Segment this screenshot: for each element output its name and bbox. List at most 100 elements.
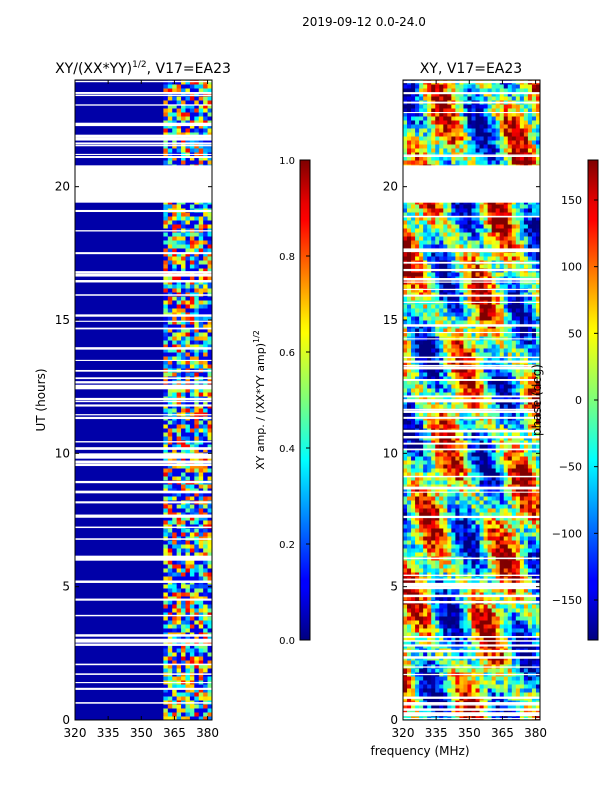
heatmap-cell bbox=[511, 396, 517, 401]
heatmap-cell bbox=[511, 444, 517, 449]
heatmap-cell bbox=[427, 608, 432, 613]
heatmap-cell bbox=[167, 572, 173, 577]
heatmap-cell bbox=[471, 704, 477, 709]
heatmap-cell bbox=[181, 448, 186, 453]
heatmap-cell bbox=[475, 536, 481, 541]
heatmap-cell bbox=[198, 148, 204, 153]
heatmap-cell bbox=[198, 240, 204, 245]
heatmap-cell bbox=[198, 336, 204, 341]
heatmap-cell bbox=[189, 584, 195, 589]
heatmap-cell bbox=[511, 628, 517, 633]
heatmap-cell bbox=[527, 604, 533, 609]
heatmap-cell bbox=[467, 564, 472, 569]
heatmap-cell bbox=[185, 216, 191, 221]
heatmap-cell bbox=[167, 576, 173, 581]
heatmap-cell bbox=[163, 304, 169, 309]
heatmap-cell bbox=[535, 544, 540, 549]
heatmap-cell bbox=[495, 660, 501, 665]
heatmap-cell bbox=[198, 300, 204, 305]
heatmap-cell bbox=[447, 616, 452, 621]
heatmap-cell bbox=[167, 276, 173, 281]
heatmap-cell bbox=[419, 396, 424, 401]
heatmap-cell bbox=[491, 420, 497, 425]
heatmap-cell bbox=[535, 616, 540, 621]
heatmap-cell bbox=[463, 624, 468, 629]
heatmap-cell bbox=[475, 492, 481, 497]
heatmap-cell bbox=[176, 540, 182, 545]
heatmap-cell bbox=[435, 484, 440, 489]
heatmap-cell bbox=[163, 372, 169, 377]
heatmap-cell bbox=[403, 492, 408, 497]
heatmap-cell bbox=[455, 544, 460, 549]
heatmap-cell bbox=[189, 424, 195, 429]
heatmap-cell bbox=[172, 232, 178, 237]
heatmap-cell bbox=[439, 508, 444, 513]
heatmap-cell bbox=[431, 484, 436, 489]
heatmap-cell bbox=[503, 520, 509, 525]
heatmap-cell bbox=[495, 388, 501, 393]
heatmap-cell bbox=[203, 120, 209, 125]
heatmap-cell bbox=[176, 276, 182, 281]
heatmap-cell bbox=[185, 100, 191, 105]
heatmap-cell bbox=[407, 384, 412, 389]
heatmap-cell bbox=[415, 544, 420, 549]
heatmap-cell bbox=[435, 380, 440, 385]
heatmap-cell bbox=[407, 560, 412, 565]
heatmap-cell bbox=[447, 476, 452, 481]
heatmap-cell bbox=[163, 332, 169, 337]
heatmap-cell bbox=[203, 232, 209, 237]
heatmap-cell bbox=[167, 256, 173, 261]
heatmap-cell bbox=[181, 424, 186, 429]
heatmap-cell bbox=[499, 472, 505, 477]
heatmap-cell bbox=[163, 472, 169, 477]
heatmap-cell bbox=[535, 520, 540, 525]
heatmap-cell bbox=[451, 684, 456, 689]
data-gap bbox=[75, 682, 212, 684]
heatmap-cell bbox=[194, 292, 200, 297]
heatmap-cell bbox=[194, 132, 200, 137]
heatmap-cell bbox=[207, 628, 212, 633]
heatmap-cell bbox=[423, 676, 428, 681]
heatmap-cell bbox=[479, 668, 485, 673]
heatmap-cell bbox=[447, 680, 452, 685]
heatmap-cell bbox=[459, 524, 464, 529]
heatmap-cell bbox=[519, 472, 525, 477]
heatmap-cell bbox=[411, 560, 416, 565]
heatmap-cell bbox=[176, 704, 182, 709]
heatmap-cell bbox=[194, 348, 200, 353]
heatmap-cell bbox=[531, 500, 537, 505]
heatmap-cell bbox=[185, 84, 191, 89]
heatmap-cell bbox=[471, 520, 477, 525]
heatmap-cell bbox=[167, 536, 173, 541]
heatmap-cell bbox=[447, 676, 452, 681]
heatmap-cell bbox=[439, 576, 444, 581]
heatmap-cell bbox=[181, 492, 186, 497]
heatmap-cell bbox=[511, 368, 517, 373]
heatmap-cell bbox=[439, 376, 444, 381]
heatmap-cell bbox=[403, 392, 408, 397]
heatmap-cell bbox=[407, 488, 412, 493]
heatmap-cell bbox=[479, 464, 485, 469]
heatmap-cell bbox=[407, 508, 412, 513]
heatmap-cell bbox=[491, 652, 497, 657]
heatmap-cell bbox=[479, 356, 485, 361]
heatmap-cell bbox=[403, 528, 408, 533]
heatmap-cell bbox=[511, 676, 517, 681]
heatmap-cell bbox=[463, 704, 468, 709]
heatmap-cell bbox=[203, 300, 209, 305]
heatmap-cell bbox=[455, 588, 460, 593]
heatmap-cell bbox=[163, 240, 169, 245]
heatmap-cell bbox=[167, 608, 173, 613]
heatmap-cell bbox=[423, 616, 428, 621]
heatmap-cell bbox=[207, 428, 212, 433]
heatmap-cell bbox=[207, 316, 212, 321]
heatmap-cell bbox=[415, 572, 420, 577]
heatmap-cell bbox=[203, 216, 209, 221]
heatmap-cell bbox=[471, 664, 477, 669]
heatmap-cell bbox=[499, 528, 505, 533]
heatmap-cell bbox=[487, 548, 493, 553]
heatmap-cell bbox=[435, 532, 440, 537]
heatmap-cell bbox=[423, 500, 428, 505]
heatmap-cell bbox=[495, 476, 501, 481]
heatmap-cell bbox=[163, 320, 169, 325]
